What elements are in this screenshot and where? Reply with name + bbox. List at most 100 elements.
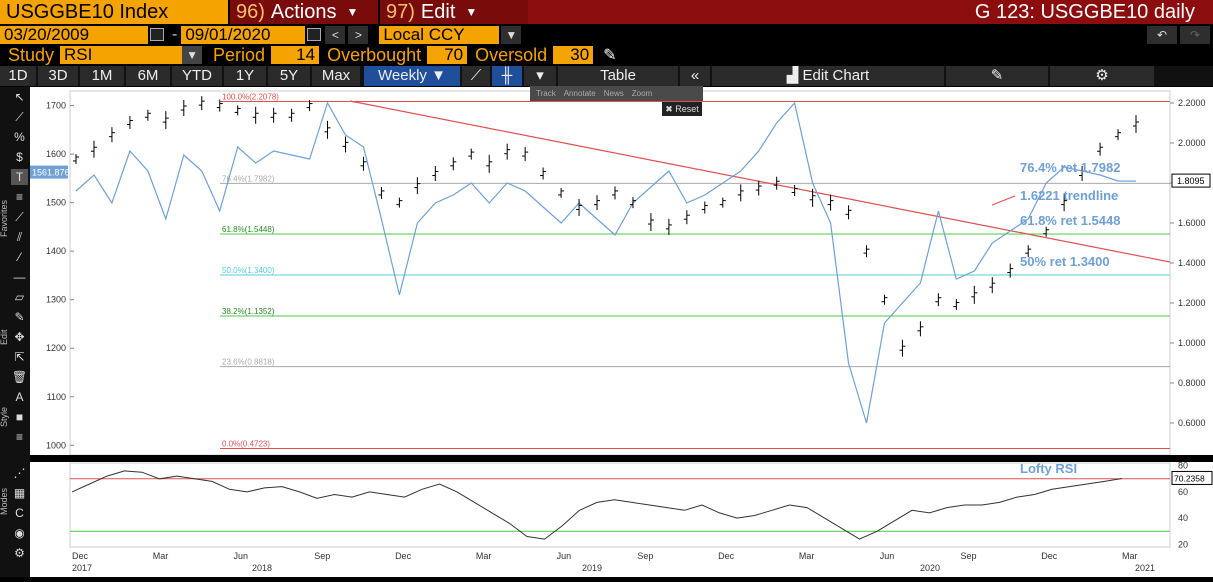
eraser-icon[interactable]: ▱ [14,290,25,304]
x-tick-label: Jun [880,551,895,561]
range-ytd[interactable]: YTD [172,66,222,86]
year-tick-label: 2017 [72,563,92,573]
end-date-field[interactable]: 09/01/2020 [181,25,306,44]
fib-label: 38.2%(1.1352) [222,307,275,316]
left-tick-label: 1700 [46,101,66,111]
ticker-field[interactable]: USGGBE10 Index [0,0,228,24]
line-weight-icon[interactable]: ≡ [15,430,23,444]
draw-icon[interactable]: ✎ [946,66,1048,86]
right-tick-label: 0.6000 [1178,418,1206,428]
move-icon[interactable]: ✥ [14,330,25,344]
grid-icon[interactable]: ▦ [13,486,26,500]
percent-tool-icon[interactable]: % [14,130,25,144]
line-chart-icon[interactable]: ⟋ [462,66,490,86]
overlay-news[interactable]: News [603,89,624,98]
table-button[interactable]: Table [558,66,678,86]
edit-chart-label: Edit Chart [802,67,870,84]
cursor-icon[interactable]: ↖ [14,90,25,104]
frequency-select[interactable]: Weekly ▼ [364,66,460,86]
range-1d[interactable]: 1D [0,66,36,86]
chart-svg: 1700 1600 1500 1400 1300 1200 1100 1000 2.2000 2.… [30,90,1213,573]
study-select[interactable]: RSI [60,46,183,64]
period-field[interactable]: 14 [271,46,320,64]
gear-icon[interactable]: ⚙ [1050,66,1154,86]
collapse-icon[interactable]: « [680,66,710,86]
magnet-icon[interactable]: C [15,506,24,520]
price-bar [450,157,457,171]
price-bar [971,285,978,304]
dollar-tool-icon[interactable]: $ [16,150,23,164]
price-bar [881,294,888,305]
edit-menu[interactable]: 97) Edit ▼ [378,0,528,24]
pen-icon[interactable]: ✎ [603,47,617,64]
range-max[interactable]: Max [312,66,360,86]
start-date-field[interactable]: 03/20/2009 [0,25,148,44]
rsi-line [71,470,1123,540]
overlay-annotate[interactable]: Annotate [563,89,596,98]
right-tick-label: 1.2000 [1178,298,1206,308]
crosshair-icon[interactable]: ⋰ [13,466,26,480]
year-tick-label: 2020 [920,563,940,573]
color-icon[interactable]: ■ [15,410,24,424]
price-bar [755,180,762,196]
reset-button[interactable]: ✖ Reset [662,102,702,116]
price-bar [378,186,385,199]
channel-tool-icon[interactable]: ⫽ [16,230,23,244]
price-bar [414,177,421,195]
palette-icon[interactable]: ◉ [14,526,25,540]
trash-icon[interactable]: 🗑 [11,370,28,384]
price-bar [899,339,906,357]
hline-tool-icon[interactable]: — [13,270,26,284]
price-bar [791,184,798,196]
price-bar [647,213,654,232]
right-tick-label: 0.8000 [1178,378,1206,388]
fib-tool-icon[interactable]: ≡ [15,190,23,204]
edit-label: Edit [420,0,456,23]
next-arrow-icon[interactable]: > [348,25,369,44]
text-tool-icon[interactable]: T [11,169,28,185]
overlay-track[interactable]: Track [536,89,556,98]
calendar-icon[interactable] [150,28,164,41]
prev-arrow-icon[interactable]: < [325,25,346,44]
chevron-down-icon[interactable]: ▾ [524,66,556,86]
calendar-icon[interactable] [307,28,322,41]
title-bar: USGGBE10 Index 96) Actions ▼ 97) Edit ▼ … [0,0,1213,24]
range-1m[interactable]: 1M [80,66,124,86]
price-bar [270,107,277,123]
edit-chart-button[interactable]: ▟ Edit Chart [712,66,944,86]
price-bar [180,99,187,116]
range-5y[interactable]: 5Y [268,66,310,86]
currency-select[interactable]: Local CCY [379,25,500,44]
line-tool-icon[interactable]: ⟋ [15,110,24,124]
range-3d[interactable]: 3D [38,66,78,86]
price-bar [989,277,996,294]
redo-icon[interactable]: ↷ [1180,25,1210,44]
rsi-tick-label: 20 [1178,539,1188,549]
chevron-down-icon[interactable]: ▼ [501,25,522,44]
price-bar [1079,166,1086,182]
actions-menu[interactable]: 96) Actions ▼ [228,0,378,24]
annotation-label: 50% ret 1.3400 [1020,254,1110,269]
ray-tool-icon[interactable]: ⁄ [18,250,21,264]
font-icon[interactable]: A [15,390,24,404]
select-icon[interactable]: ⇱ [14,350,25,364]
chevron-down-icon[interactable]: ▼ [182,46,203,64]
overbought-field[interactable]: 70 [427,46,468,64]
rsi-pane [69,462,1171,548]
range-1y[interactable]: 1Y [224,66,266,86]
bar-chart-icon[interactable]: ╫ [492,66,522,86]
pane-divider [30,455,1213,462]
caret-down-icon: ▼ [431,67,446,84]
pencil-icon[interactable]: ✎ [14,310,25,324]
chart-area[interactable]: 1700 1600 1500 1400 1300 1200 1100 1000 2.2000 2.… [30,87,1213,577]
x-tick-label: Sep [637,551,653,561]
rsi-tick-label: 40 [1178,513,1188,523]
price-bar [558,187,565,198]
trend-tool-icon[interactable]: ⟋ [15,210,24,224]
range-6m[interactable]: 6M [126,66,170,86]
oversold-field[interactable]: 30 [553,46,594,64]
settings-icon[interactable]: ⚙ [14,546,25,560]
overlay-zoom[interactable]: Zoom [631,89,653,98]
undo-icon[interactable]: ↶ [1147,25,1177,44]
left-value-label: 1561.876 [32,168,70,178]
